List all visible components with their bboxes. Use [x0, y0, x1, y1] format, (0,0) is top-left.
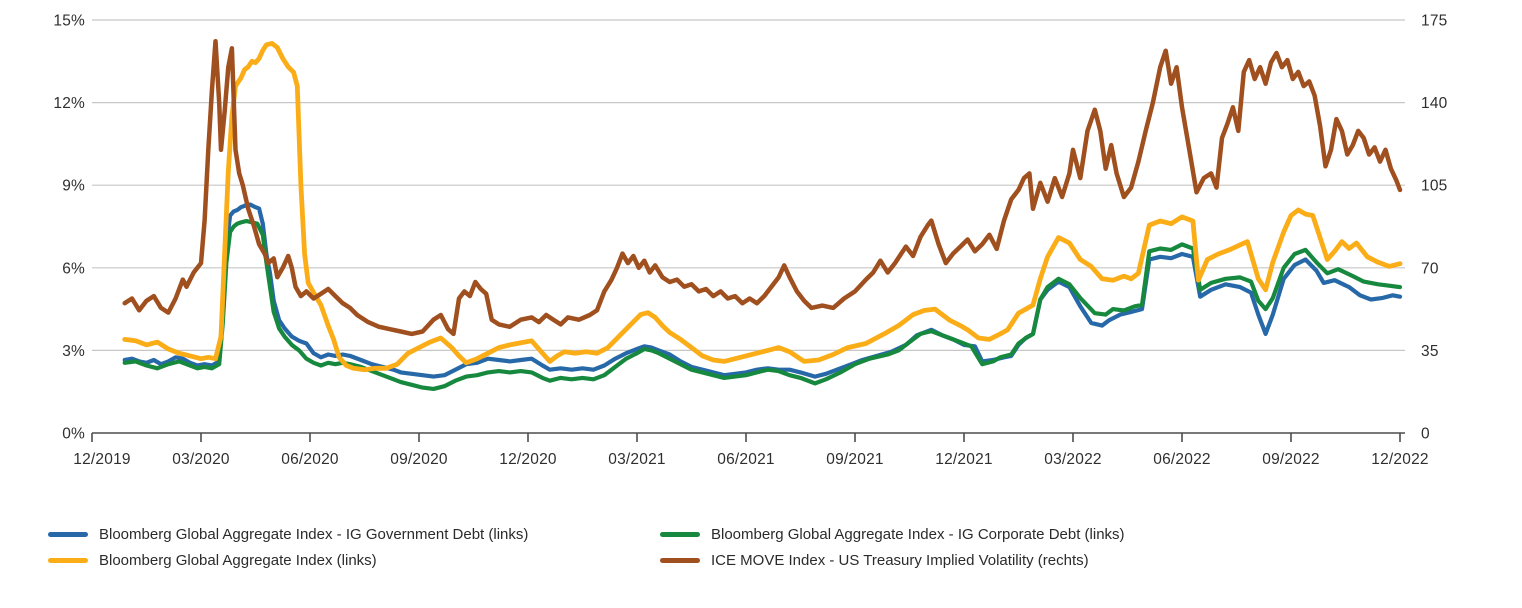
svg-text:12%: 12%	[53, 95, 85, 112]
svg-text:12/2021: 12/2021	[935, 451, 992, 468]
legend-label: Bloomberg Global Aggregate Index (links)	[99, 552, 377, 569]
svg-text:0%: 0%	[62, 426, 85, 443]
line-swatch-icon	[660, 558, 700, 563]
legend-label: ICE MOVE Index - US Treasury Implied Vol…	[711, 552, 1089, 569]
line-swatch-icon	[48, 558, 88, 563]
chart-legend: Bloomberg Global Aggregate Index - IG Go…	[48, 526, 1125, 569]
svg-text:35: 35	[1421, 343, 1439, 360]
svg-text:9%: 9%	[62, 178, 85, 195]
svg-text:140: 140	[1421, 95, 1448, 112]
svg-text:6%: 6%	[62, 260, 85, 277]
legend-item-ice-move: ICE MOVE Index - US Treasury Implied Vol…	[660, 552, 1125, 569]
legend-label: Bloomberg Global Aggregate Index - IG Co…	[711, 526, 1125, 543]
svg-text:03/2021: 03/2021	[608, 451, 665, 468]
svg-text:06/2021: 06/2021	[717, 451, 774, 468]
svg-text:105: 105	[1421, 178, 1447, 195]
legend-item-ig-government-debt: Bloomberg Global Aggregate Index - IG Go…	[48, 526, 660, 543]
svg-text:03/2022: 03/2022	[1044, 451, 1101, 468]
svg-text:12/2022: 12/2022	[1371, 451, 1428, 468]
legend-label: Bloomberg Global Aggregate Index - IG Go…	[99, 526, 529, 543]
svg-text:15%: 15%	[53, 13, 85, 30]
svg-text:09/2020: 09/2020	[390, 451, 448, 468]
svg-text:12/2020: 12/2020	[499, 451, 557, 468]
line-swatch-icon	[48, 532, 88, 537]
svg-text:06/2022: 06/2022	[1153, 451, 1210, 468]
svg-text:0: 0	[1421, 426, 1430, 443]
legend-item-ig-corporate-debt: Bloomberg Global Aggregate Index - IG Co…	[660, 526, 1125, 543]
line-swatch-icon	[660, 532, 700, 537]
legend-item-global-aggregate: Bloomberg Global Aggregate Index (links)	[48, 552, 660, 569]
svg-text:70: 70	[1421, 260, 1439, 277]
svg-text:09/2022: 09/2022	[1262, 451, 1319, 468]
svg-text:06/2020: 06/2020	[281, 451, 339, 468]
svg-text:12/2019: 12/2019	[73, 451, 130, 468]
svg-text:175: 175	[1421, 13, 1447, 30]
svg-text:3%: 3%	[62, 343, 85, 360]
svg-text:09/2021: 09/2021	[826, 451, 883, 468]
svg-text:03/2020: 03/2020	[172, 451, 230, 468]
